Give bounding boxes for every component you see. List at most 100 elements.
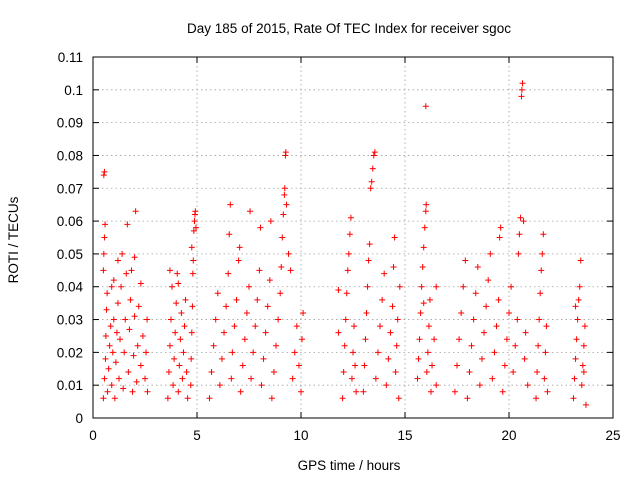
data-point <box>132 208 139 215</box>
data-point <box>293 323 300 330</box>
data-point <box>341 342 348 349</box>
data-point <box>102 332 109 339</box>
data-point <box>235 257 242 264</box>
data-point <box>417 309 424 316</box>
data-point <box>474 264 481 271</box>
data-point <box>543 323 550 330</box>
data-point <box>223 303 230 310</box>
data-point <box>266 277 273 284</box>
data-point <box>190 257 197 264</box>
data-point <box>170 382 177 389</box>
x-tick-label: 15 <box>397 428 412 443</box>
data-point <box>126 326 133 333</box>
data-point <box>130 352 137 359</box>
data-point <box>572 355 579 362</box>
data-point <box>248 375 255 382</box>
data-point <box>536 316 543 323</box>
data-point <box>364 283 371 290</box>
data-point <box>374 349 381 356</box>
data-point <box>472 290 479 297</box>
data-point <box>250 349 257 356</box>
data-point <box>393 342 400 349</box>
data-point <box>262 329 269 336</box>
data-point <box>362 336 369 343</box>
data-point <box>420 300 427 307</box>
data-point <box>580 369 587 376</box>
data-point <box>273 342 280 349</box>
data-point <box>518 86 525 93</box>
data-point <box>363 309 370 316</box>
data-point <box>361 362 368 369</box>
data-point <box>114 257 121 264</box>
data-point <box>280 211 287 218</box>
data-point <box>348 375 355 382</box>
data-point <box>347 214 354 221</box>
data-point <box>577 257 584 264</box>
data-point <box>519 80 526 87</box>
tick-labels: 0 5 10 15 20 25 0 0.01 0.02 0.03 0.04 0.05 0.06 0.07 0… <box>57 50 621 443</box>
data-point <box>493 323 500 330</box>
data-point <box>131 313 138 320</box>
data-point <box>169 283 176 290</box>
data-point <box>289 375 296 382</box>
data-point <box>300 309 307 316</box>
data-point <box>541 375 548 382</box>
data-point <box>377 323 384 330</box>
data-point <box>142 375 148 382</box>
data-point <box>208 369 215 376</box>
data-point <box>518 93 525 100</box>
data-point <box>522 329 529 336</box>
data-point <box>535 342 542 349</box>
data-point <box>497 224 504 231</box>
data-point <box>267 218 274 225</box>
data-point <box>110 277 117 284</box>
data-point <box>241 336 248 343</box>
data-point <box>340 369 347 376</box>
data-point <box>270 369 277 376</box>
data-point <box>383 382 390 389</box>
data-point <box>369 165 376 172</box>
data-point <box>117 336 124 343</box>
data-point <box>538 267 545 274</box>
data-point <box>175 280 182 287</box>
data-point <box>524 382 531 389</box>
y-tick-label: 0.08 <box>57 148 83 163</box>
data-point <box>420 244 427 251</box>
x-axis-label: GPS time / hours <box>298 458 401 473</box>
data-point <box>279 234 286 241</box>
y-tick-label: 0.05 <box>57 247 83 262</box>
data-point <box>178 309 185 316</box>
data-point <box>177 336 184 343</box>
data-point <box>164 395 171 402</box>
data-point <box>129 388 136 395</box>
data-point <box>112 359 119 366</box>
y-tick-label: 0.04 <box>57 280 84 295</box>
data-point <box>570 395 577 402</box>
data-point <box>345 250 352 257</box>
data-point <box>101 234 108 241</box>
data-point <box>137 362 144 369</box>
y-tick-label: 0.09 <box>57 116 83 131</box>
data-point <box>285 250 292 257</box>
data-point <box>335 287 342 294</box>
data-point <box>470 316 477 323</box>
x-tick-label: 20 <box>501 428 516 443</box>
data-point <box>339 395 346 402</box>
chart-title: Day 185 of 2015, Rate Of TEC Index for r… <box>187 21 511 36</box>
data-point <box>372 375 379 382</box>
data-point <box>135 303 142 310</box>
data-point <box>414 375 421 382</box>
data-point <box>176 362 183 369</box>
data-point <box>508 283 515 290</box>
data-point <box>476 382 483 389</box>
x-tick-label: 0 <box>89 428 97 443</box>
data-point <box>539 250 546 257</box>
data-point <box>295 362 302 369</box>
data-point <box>389 303 396 310</box>
data-point <box>421 224 428 231</box>
data-point <box>120 385 127 392</box>
data-point <box>131 254 138 261</box>
data-point <box>571 375 578 382</box>
data-point <box>105 365 112 372</box>
data-point <box>184 395 191 402</box>
